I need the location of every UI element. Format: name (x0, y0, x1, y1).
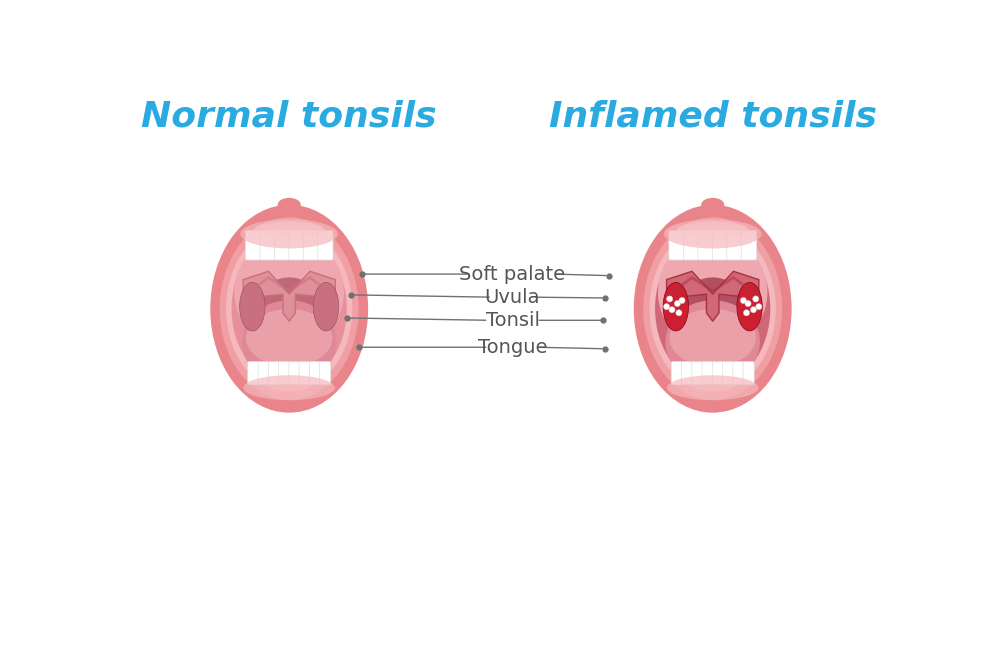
Ellipse shape (669, 309, 756, 367)
Polygon shape (667, 271, 759, 321)
Ellipse shape (737, 282, 762, 331)
Ellipse shape (663, 282, 689, 331)
Circle shape (745, 301, 751, 307)
Ellipse shape (210, 205, 368, 413)
Ellipse shape (243, 376, 335, 400)
FancyBboxPatch shape (260, 231, 275, 260)
Ellipse shape (677, 221, 748, 238)
FancyBboxPatch shape (671, 362, 682, 385)
Ellipse shape (242, 300, 336, 384)
Ellipse shape (675, 277, 750, 361)
FancyBboxPatch shape (692, 362, 703, 385)
Circle shape (676, 309, 682, 316)
Ellipse shape (246, 309, 332, 367)
FancyBboxPatch shape (268, 362, 279, 385)
Circle shape (740, 297, 746, 303)
Circle shape (679, 297, 685, 303)
Ellipse shape (664, 219, 762, 248)
FancyBboxPatch shape (245, 231, 261, 260)
FancyBboxPatch shape (274, 231, 290, 260)
Ellipse shape (234, 235, 344, 349)
FancyBboxPatch shape (248, 362, 259, 385)
Ellipse shape (232, 233, 347, 385)
FancyBboxPatch shape (723, 362, 734, 385)
Ellipse shape (655, 233, 770, 385)
Text: Inflamed tonsils: Inflamed tonsils (549, 99, 877, 133)
Circle shape (753, 296, 759, 302)
Ellipse shape (278, 198, 301, 211)
Circle shape (664, 303, 670, 309)
FancyBboxPatch shape (289, 362, 300, 385)
FancyBboxPatch shape (727, 231, 742, 260)
Ellipse shape (665, 300, 760, 384)
FancyBboxPatch shape (299, 362, 310, 385)
FancyBboxPatch shape (683, 231, 699, 260)
Ellipse shape (220, 217, 359, 400)
Circle shape (743, 309, 750, 316)
Ellipse shape (226, 225, 352, 392)
Text: Normal tonsils: Normal tonsils (141, 99, 437, 133)
Circle shape (667, 296, 673, 302)
Ellipse shape (643, 217, 782, 400)
FancyBboxPatch shape (279, 362, 290, 385)
FancyBboxPatch shape (318, 231, 333, 260)
Ellipse shape (701, 198, 724, 211)
FancyBboxPatch shape (682, 362, 693, 385)
Ellipse shape (240, 282, 265, 331)
FancyBboxPatch shape (669, 231, 684, 260)
Ellipse shape (254, 221, 325, 238)
FancyBboxPatch shape (309, 362, 320, 385)
Circle shape (750, 307, 757, 313)
FancyBboxPatch shape (743, 362, 754, 385)
Text: Uvula: Uvula (485, 287, 540, 307)
Ellipse shape (650, 225, 776, 392)
Circle shape (674, 301, 680, 307)
Text: Tongue: Tongue (478, 338, 547, 357)
Circle shape (756, 303, 762, 309)
FancyBboxPatch shape (258, 362, 269, 385)
Ellipse shape (240, 219, 338, 248)
FancyBboxPatch shape (712, 362, 723, 385)
FancyBboxPatch shape (702, 362, 713, 385)
Ellipse shape (634, 205, 792, 413)
Circle shape (669, 307, 675, 313)
Ellipse shape (252, 277, 327, 361)
Ellipse shape (658, 235, 767, 349)
FancyBboxPatch shape (303, 231, 319, 260)
FancyBboxPatch shape (289, 231, 304, 260)
Text: Soft palate: Soft palate (459, 265, 566, 283)
Ellipse shape (313, 282, 339, 331)
FancyBboxPatch shape (698, 231, 713, 260)
FancyBboxPatch shape (733, 362, 744, 385)
FancyBboxPatch shape (320, 362, 331, 385)
Text: Tonsil: Tonsil (486, 311, 540, 329)
FancyBboxPatch shape (712, 231, 728, 260)
FancyBboxPatch shape (741, 231, 756, 260)
Ellipse shape (667, 376, 758, 400)
Polygon shape (243, 271, 335, 321)
